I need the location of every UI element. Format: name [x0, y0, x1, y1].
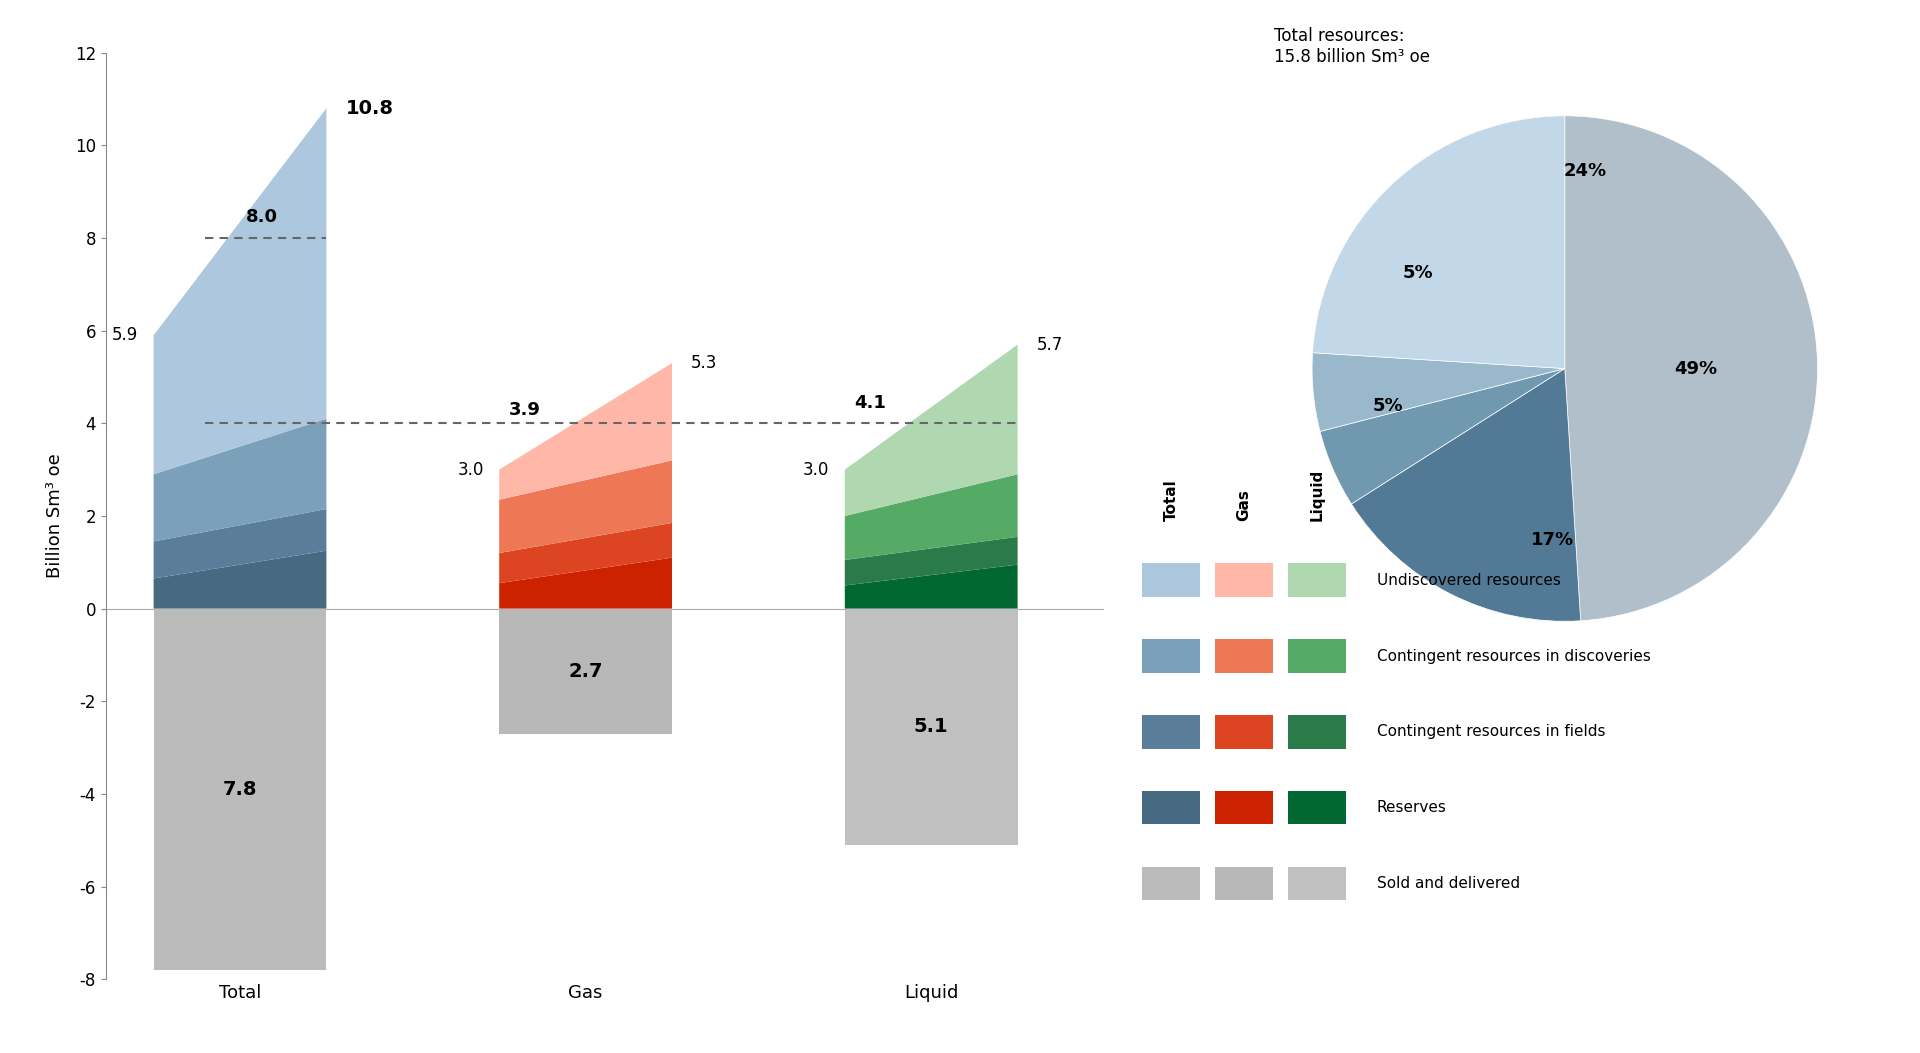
Text: 5%: 5% — [1373, 397, 1404, 416]
Text: 24%: 24% — [1563, 162, 1607, 180]
Polygon shape — [499, 363, 672, 500]
Text: 10.8: 10.8 — [346, 99, 394, 118]
Polygon shape — [845, 564, 1018, 609]
Polygon shape — [845, 609, 1018, 845]
Wedge shape — [1321, 369, 1565, 504]
Wedge shape — [1311, 353, 1565, 432]
Text: Contingent resources in discoveries: Contingent resources in discoveries — [1377, 649, 1651, 663]
Polygon shape — [154, 419, 326, 541]
Text: 5.9: 5.9 — [111, 326, 138, 344]
Wedge shape — [1565, 116, 1818, 621]
Text: 3.0: 3.0 — [457, 460, 484, 479]
Text: Liquid: Liquid — [1309, 469, 1325, 521]
Polygon shape — [154, 509, 326, 578]
Text: 3.9: 3.9 — [509, 401, 541, 419]
Polygon shape — [499, 609, 672, 734]
Text: Sold and delivered: Sold and delivered — [1377, 876, 1521, 891]
Polygon shape — [845, 474, 1018, 560]
Text: 5%: 5% — [1404, 263, 1434, 281]
Text: Reserves: Reserves — [1377, 800, 1446, 815]
Text: Total resources:
15.8 billion Sm³ oe: Total resources: 15.8 billion Sm³ oe — [1275, 27, 1430, 66]
Text: 3.0: 3.0 — [803, 460, 829, 479]
Polygon shape — [499, 523, 672, 583]
Text: Contingent resources in fields: Contingent resources in fields — [1377, 724, 1605, 739]
Text: 5.3: 5.3 — [691, 354, 718, 372]
Text: 49%: 49% — [1674, 359, 1718, 378]
Text: 5.1: 5.1 — [914, 717, 948, 736]
Text: 8.0: 8.0 — [246, 208, 278, 226]
Polygon shape — [154, 551, 326, 609]
Polygon shape — [845, 344, 1018, 516]
Polygon shape — [499, 460, 672, 553]
Text: 7.8: 7.8 — [223, 780, 257, 799]
Text: Gas: Gas — [1236, 490, 1252, 521]
Wedge shape — [1352, 369, 1580, 621]
Polygon shape — [154, 609, 326, 970]
Text: 5.7: 5.7 — [1037, 336, 1064, 354]
Y-axis label: Billion Sm³ oe: Billion Sm³ oe — [46, 454, 63, 578]
Wedge shape — [1313, 116, 1565, 369]
Text: 2.7: 2.7 — [568, 661, 603, 680]
Text: 17%: 17% — [1530, 532, 1574, 550]
Polygon shape — [499, 558, 672, 609]
Polygon shape — [845, 537, 1018, 585]
Text: Undiscovered resources: Undiscovered resources — [1377, 573, 1561, 588]
Text: Total: Total — [1164, 479, 1179, 521]
Polygon shape — [154, 108, 326, 474]
Text: 4.1: 4.1 — [854, 394, 887, 412]
